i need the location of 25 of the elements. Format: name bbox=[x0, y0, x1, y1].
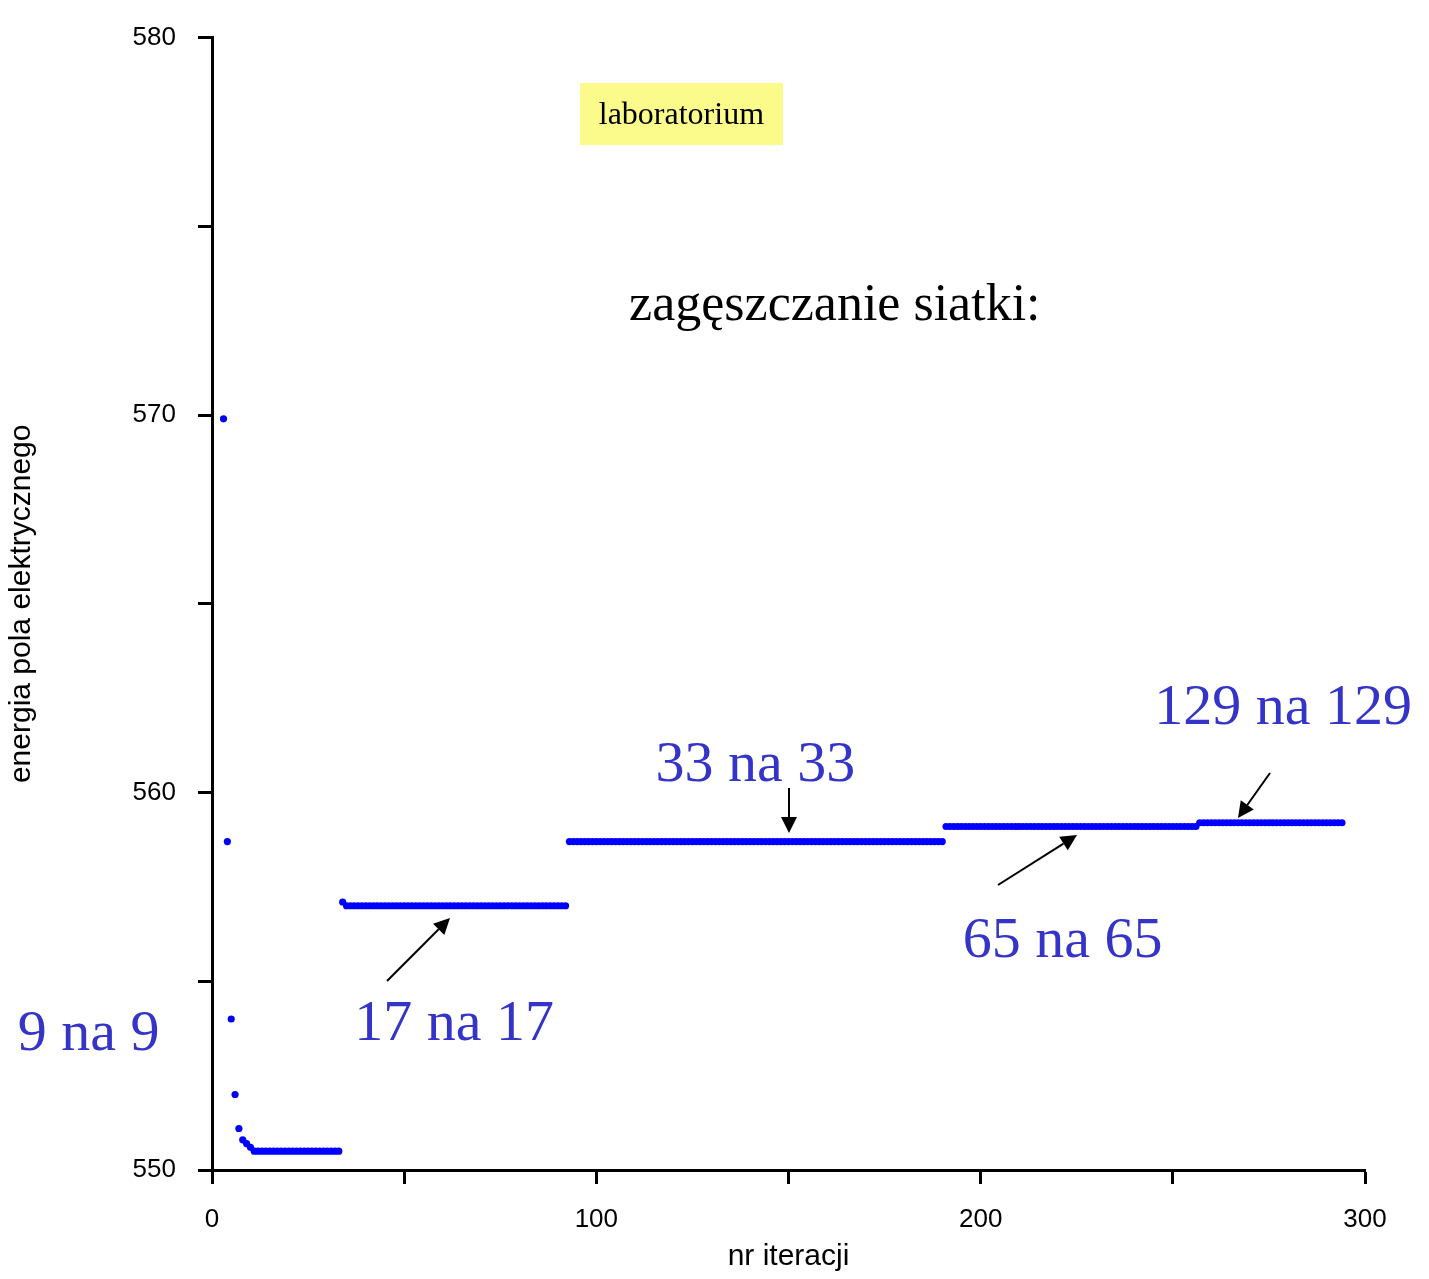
point bbox=[235, 1124, 243, 1133]
point bbox=[335, 1147, 343, 1155]
point bbox=[219, 415, 228, 423]
series-label: 9 na 9 bbox=[17, 996, 160, 1064]
point bbox=[231, 1090, 239, 1099]
y-axis-title: energia pola elektrycznego bbox=[3, 424, 37, 784]
x-tick-label: 200 bbox=[958, 1202, 1003, 1233]
series-label: 33 na 33 bbox=[655, 728, 856, 796]
point bbox=[227, 1015, 235, 1023]
x-tick-label: 300 bbox=[1343, 1202, 1387, 1233]
x-tick-label: 100 bbox=[574, 1202, 619, 1233]
series-label: 65 na 65 bbox=[962, 904, 1163, 971]
x-tick-label: 0 bbox=[204, 1202, 220, 1233]
series-label: 129 na 129 bbox=[1154, 671, 1412, 739]
x-axis-title: nr iteracji bbox=[727, 1238, 850, 1272]
y-tick-label: 570 bbox=[132, 398, 176, 429]
point bbox=[246, 1143, 255, 1151]
point bbox=[1338, 819, 1346, 827]
y-tick-label: 560 bbox=[132, 775, 176, 806]
y-tick-label: 550 bbox=[132, 1153, 176, 1184]
y-tick-label: 580 bbox=[132, 20, 176, 51]
text: zagęszczanie siatki: bbox=[629, 273, 1041, 333]
series-label: 17 na 17 bbox=[354, 987, 555, 1055]
annotation: laboratorium bbox=[579, 82, 784, 145]
point bbox=[223, 838, 231, 846]
